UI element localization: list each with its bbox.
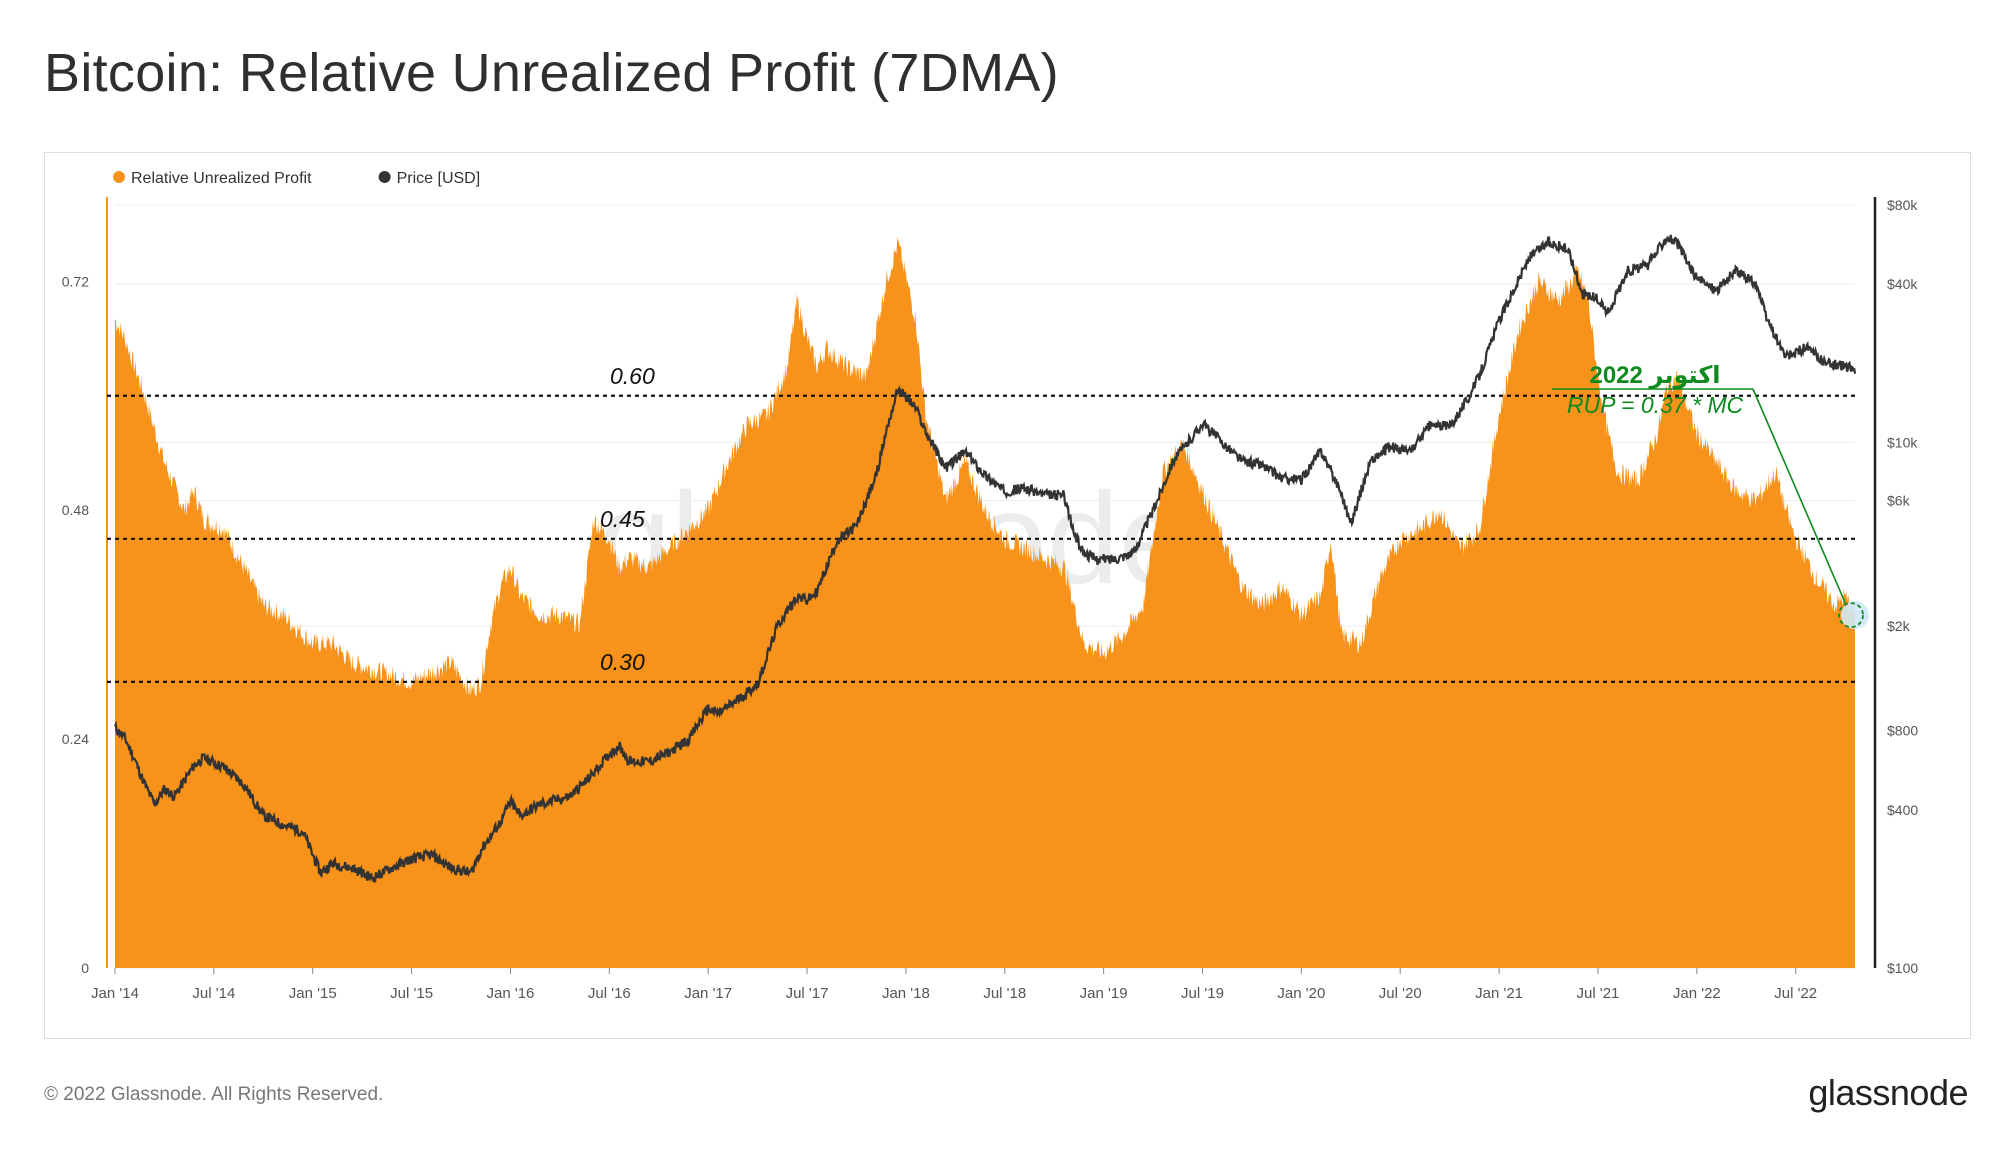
x-tick-label: Jul '17 bbox=[786, 985, 829, 1002]
x-tick-label: Jul '18 bbox=[983, 985, 1026, 1002]
price-series bbox=[113, 234, 1857, 883]
threshold-label: 0.30 bbox=[600, 649, 645, 675]
x-tick-label: Jul '20 bbox=[1379, 985, 1422, 1002]
x-tick-label: Jul '15 bbox=[390, 985, 433, 1002]
left-tick-label: 0.24 bbox=[62, 731, 89, 747]
axes: 0 0.24 0.48 0.72 $100 $400 $800 $2k $6k $10k $40k $… bbox=[62, 197, 1918, 1002]
x-tick-label: Jul '22 bbox=[1774, 985, 1817, 1002]
annotation-ring bbox=[1838, 602, 1864, 629]
annotation-pointer bbox=[1752, 388, 1848, 608]
right-tick-label: $400 bbox=[1887, 802, 1918, 818]
threshold-label: 0.60 bbox=[610, 363, 655, 389]
legend-swatch bbox=[378, 171, 391, 183]
right-tick-label: $2k bbox=[1887, 618, 1911, 634]
annotation-formula: RUP = 0.37 * MC bbox=[1567, 392, 1744, 418]
x-tick-label: Jul '19 bbox=[1181, 985, 1224, 1002]
rup-area bbox=[115, 236, 1855, 968]
x-tick-label: Jan '22 bbox=[1673, 985, 1721, 1002]
right-tick-label: $40k bbox=[1887, 276, 1918, 292]
chart-legend: Relative Unrealized Profit Price [USD] bbox=[113, 170, 480, 187]
annotation-title: اكتوبر 2022 bbox=[1589, 362, 1720, 389]
page-title: Bitcoin: Relative Unrealized Profit (7DM… bbox=[44, 43, 1059, 103]
x-tick-label: Jan '14 bbox=[91, 985, 139, 1002]
right-tick-label: $100 bbox=[1887, 960, 1918, 976]
x-tick-label: Jan '19 bbox=[1080, 985, 1128, 1002]
annotation: اكتوبر 2022 RUP = 0.37 * MC bbox=[1552, 362, 1869, 630]
x-tick-label: Jul '21 bbox=[1577, 985, 1620, 1002]
x-tick-label: Jan '20 bbox=[1277, 985, 1325, 1002]
left-tick-label: 0.72 bbox=[62, 273, 89, 289]
brand-logo: glassnode bbox=[1808, 1072, 1968, 1113]
x-tick-label: Jan '15 bbox=[289, 985, 337, 1002]
right-tick-label: $80k bbox=[1887, 197, 1918, 213]
rup-series bbox=[106, 197, 1855, 968]
right-tick-label: $10k bbox=[1887, 434, 1918, 450]
x-tick-label: Jan '17 bbox=[684, 985, 732, 1002]
legend-label: Relative Unrealized Profit bbox=[131, 170, 312, 187]
x-tick-label: Jan '21 bbox=[1475, 985, 1523, 1002]
left-tick-label: 0 bbox=[81, 960, 89, 976]
x-tick-label: Jul '14 bbox=[192, 985, 235, 1002]
legend-swatch bbox=[113, 171, 125, 183]
threshold-lines: 0.60 0.45 0.30 bbox=[107, 363, 1855, 683]
right-tick-label: $6k bbox=[1887, 493, 1911, 509]
annotation-marker bbox=[1841, 601, 1869, 630]
x-tick-label: Jan '16 bbox=[487, 985, 535, 1002]
threshold-label: 0.45 bbox=[600, 506, 645, 532]
copyright: © 2022 Glassnode. All Rights Reserved. bbox=[44, 1084, 384, 1105]
legend-label: Price [USD] bbox=[397, 170, 481, 187]
right-tick-label: $800 bbox=[1887, 723, 1918, 739]
x-tick-label: Jan '18 bbox=[882, 985, 930, 1002]
price-line bbox=[113, 234, 1857, 883]
x-tick-label: Jul '16 bbox=[588, 985, 631, 1002]
left-tick-label: 0.48 bbox=[62, 502, 89, 518]
